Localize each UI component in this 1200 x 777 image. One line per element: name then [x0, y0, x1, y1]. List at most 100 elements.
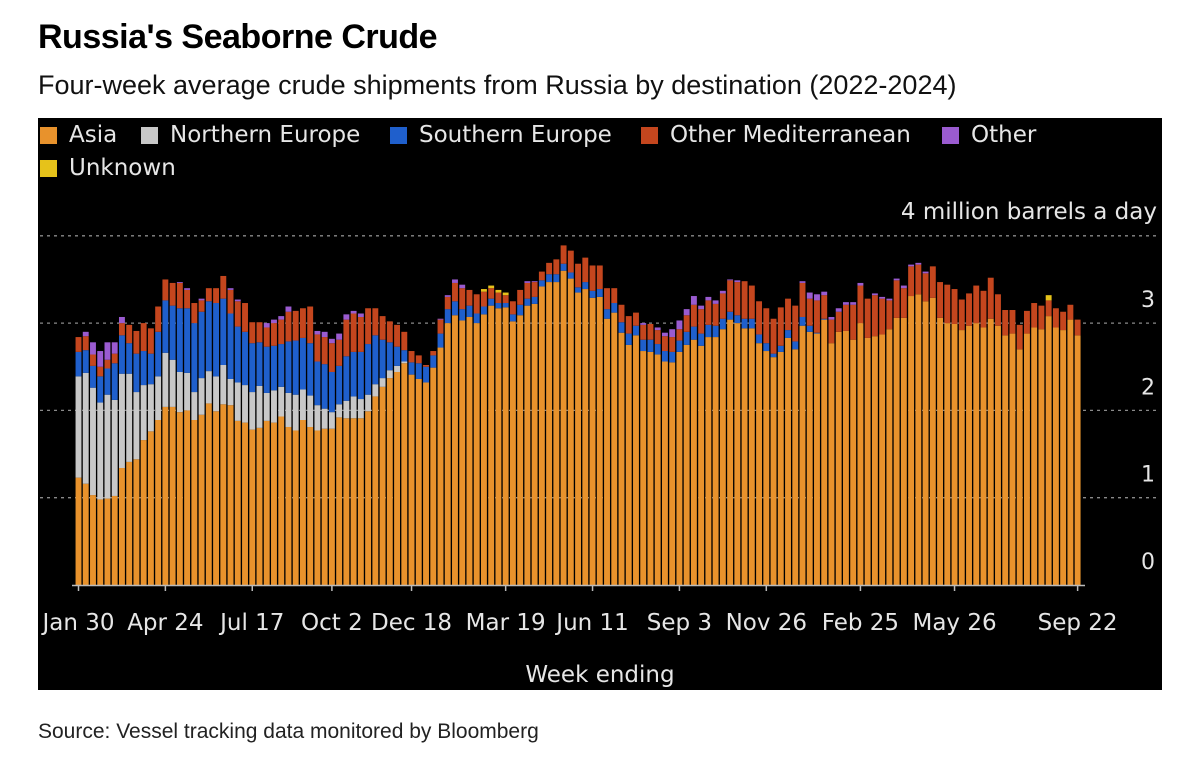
- x-tick-label: Feb 25: [822, 610, 899, 636]
- bar-segment-southern-europe: [379, 339, 386, 379]
- bar-segment-asia: [307, 426, 314, 585]
- bar-segment-other-mediterranean: [1002, 310, 1009, 336]
- bar-segment-other-mediterranean: [1060, 311, 1067, 331]
- bar-segment-asia: [1045, 316, 1052, 585]
- bar-segment-asia: [140, 440, 147, 585]
- bar-segment-other-mediterranean: [633, 312, 639, 326]
- bar-segment-northern-europe: [162, 352, 169, 407]
- bar-segment-asia: [365, 411, 372, 585]
- bar-segment-asia: [118, 468, 125, 585]
- bar-segment-northern-europe: [401, 361, 408, 364]
- bar-segment-other-mediterranean: [690, 304, 697, 327]
- bar-segment-other: [82, 331, 89, 337]
- bar-segment-other-mediterranean: [879, 298, 886, 335]
- bar-segment-asia: [618, 332, 625, 585]
- bar-segment-southern-europe: [466, 305, 473, 317]
- x-tick-label: Sep 3: [647, 610, 712, 636]
- bar-segment-southern-europe: [285, 341, 292, 393]
- bar-segment-southern-europe: [698, 333, 705, 346]
- bar-segment-other: [97, 351, 104, 367]
- bar-segment-other-mediterranean: [929, 266, 936, 298]
- bar-segment-southern-europe: [799, 316, 806, 326]
- bar-segment-asia: [336, 417, 343, 585]
- bar-segment-other: [842, 302, 849, 305]
- bar-segment-asia: [292, 430, 299, 585]
- bar-segment-other-mediterranean: [821, 295, 828, 319]
- bar-segment-other: [118, 316, 125, 324]
- x-tick-label: Mar 19: [466, 610, 546, 636]
- bar-segment-southern-europe: [712, 325, 719, 338]
- bar-segment-other-mediterranean: [734, 282, 741, 316]
- bar-segment-asia: [459, 320, 466, 585]
- bar-segment-asia: [922, 301, 929, 585]
- bar-segment-other-mediterranean: [205, 288, 212, 302]
- bar-segment-asia: [770, 357, 777, 585]
- bar-segment-other: [683, 309, 690, 316]
- legend-label: Southern Europe: [419, 122, 612, 148]
- bar-segment-southern-europe: [640, 339, 647, 352]
- bar-segment-southern-europe: [213, 303, 220, 377]
- bar-segment-northern-europe: [379, 378, 386, 387]
- bar-segment-other-mediterranean: [1023, 310, 1030, 334]
- bar-segment-other-mediterranean: [567, 250, 574, 273]
- bar-segment-southern-europe: [792, 341, 799, 350]
- bar-segment-other: [690, 296, 697, 305]
- bar-segment-asia: [966, 325, 972, 585]
- bar-segment-other: [263, 323, 270, 328]
- bar-segment-asia: [871, 336, 878, 585]
- bar-segment-asia: [661, 361, 668, 585]
- bar-segment-asia: [908, 296, 915, 585]
- bar-segment-other-mediterranean: [857, 285, 864, 324]
- bar-segment-other-mediterranean: [357, 316, 364, 352]
- bar-segment-southern-europe: [582, 282, 589, 290]
- bar-segment-other-mediterranean: [871, 295, 878, 337]
- x-tick-label: Jan 30: [40, 610, 114, 636]
- bar-segment-northern-europe: [75, 376, 82, 478]
- bar-segment-southern-europe: [75, 351, 82, 377]
- bar-segment-other-mediterranean: [488, 288, 495, 299]
- bar-segment-northern-europe: [271, 390, 277, 423]
- bar-segment-southern-europe: [488, 298, 495, 306]
- bar-segment-asia: [386, 378, 393, 585]
- bar-segment-asia: [654, 354, 661, 585]
- bar-segment-asia: [553, 282, 560, 585]
- bar-segment-other-mediterranean: [553, 259, 560, 275]
- bar-segment-southern-europe: [97, 376, 104, 403]
- bar-segment-other-mediterranean: [654, 330, 661, 345]
- legend-item-northern-europe: Northern Europe: [141, 122, 360, 148]
- bar-segment-asia: [777, 351, 784, 585]
- bar-segment-other-mediterranean: [307, 306, 314, 344]
- bar-segment-southern-europe: [292, 340, 299, 395]
- bar-segment-other: [719, 290, 726, 294]
- bar-segment-other: [278, 316, 285, 320]
- bar-segment-northern-europe: [155, 376, 162, 421]
- bar-segment-southern-europe: [741, 318, 748, 329]
- chart-subtitle: Four-week average crude shipments from R…: [38, 70, 957, 100]
- bar-segment-southern-europe: [227, 313, 234, 379]
- bar-segment-southern-europe: [299, 337, 306, 390]
- bar-segment-northern-europe: [234, 382, 241, 421]
- bar-segment-other-mediterranean: [937, 282, 944, 318]
- bar-segment-asia: [379, 386, 386, 585]
- legend-label: Asia: [69, 122, 118, 148]
- bar-segment-northern-europe: [184, 372, 191, 411]
- bar-segment-southern-europe: [169, 305, 176, 360]
- bar-segment-asia: [575, 292, 582, 585]
- bar-segment-other-mediterranean: [285, 311, 292, 342]
- bar-segment-asia: [509, 321, 516, 585]
- bar-segment-other-mediterranean: [842, 304, 849, 331]
- bar-segment-asia: [929, 297, 936, 585]
- bar-segment-other: [669, 329, 676, 338]
- bar-segment-other-mediterranean: [75, 337, 82, 352]
- legend-label: Other Mediterranean: [670, 122, 911, 148]
- bar-segment-asia: [958, 330, 965, 585]
- bar-segment-other-mediterranean: [118, 323, 125, 336]
- bar-segment-asia: [169, 406, 176, 585]
- bar-segment-southern-europe: [596, 289, 603, 297]
- bar-segment-other: [871, 293, 878, 296]
- bar-segment-other-mediterranean: [176, 282, 183, 309]
- bar-segment-other-mediterranean: [133, 330, 140, 354]
- bar-segment-asia: [538, 286, 545, 585]
- bar-segment-other-mediterranean: [908, 266, 915, 297]
- bar-segment-southern-europe: [343, 356, 350, 401]
